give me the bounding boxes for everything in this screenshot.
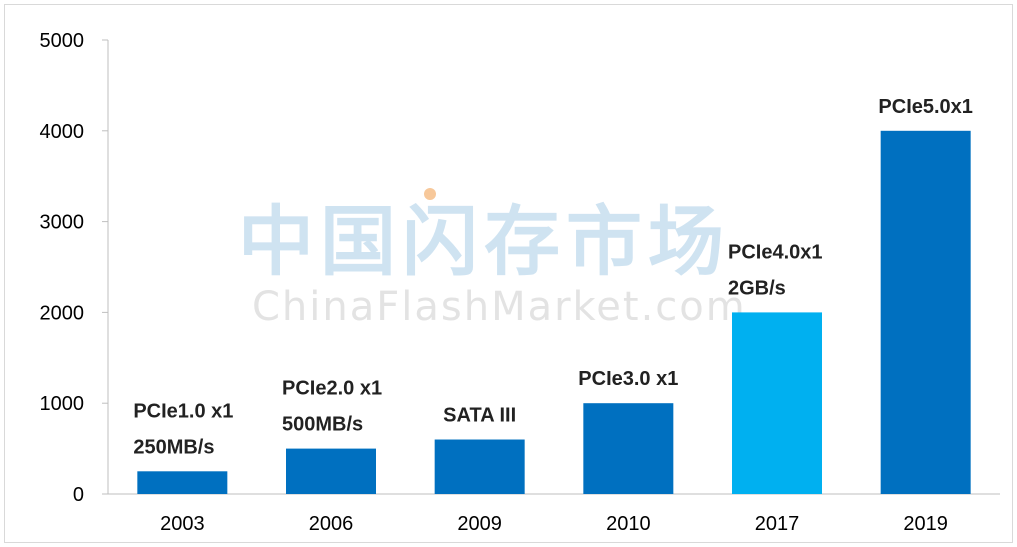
- data-label: 2GB/s: [728, 277, 786, 299]
- bar: [137, 471, 228, 494]
- watermark: 中国闪存市场 ChinaFlashMarket.com: [238, 188, 747, 330]
- bar: [583, 403, 674, 494]
- y-tick-label: 2000: [40, 302, 85, 324]
- bars: [137, 130, 971, 495]
- watermark-english: ChinaFlashMarket.com: [252, 284, 747, 330]
- data-label: PCIe2.0 x1: [282, 378, 382, 400]
- y-tick-label: 4000: [40, 121, 85, 143]
- x-tick-label: 2017: [755, 513, 800, 535]
- data-label: PCIe1.0 x1: [133, 400, 233, 422]
- x-tick-label: 2006: [309, 513, 354, 535]
- watermark-chinese: 中国闪存市场: [238, 197, 730, 286]
- x-tick-label: 2003: [160, 513, 205, 535]
- data-label: 250MB/s: [133, 436, 214, 458]
- data-label: PCIe3.0 x1: [578, 368, 678, 390]
- y-tick-label: 5000: [40, 30, 85, 52]
- watermark-dot: [424, 188, 436, 200]
- x-tick-label: 2010: [606, 513, 651, 535]
- data-label: PCIe4.0x1: [728, 241, 823, 263]
- bar: [286, 448, 376, 494]
- y-tick-label: 1000: [40, 393, 85, 415]
- bar: [880, 130, 971, 495]
- axes: 0 1000 2000 3000 4000 5000 2003 2006 2009 2010 201…: [40, 30, 1000, 535]
- y-tick-label: 0: [73, 484, 84, 506]
- data-labels: PCIe1.0 x1 250MB/s PCIe2.0 x1 500MB/s SATA I…: [133, 96, 973, 458]
- bar: [434, 439, 525, 494]
- y-tick-label: 3000: [40, 212, 85, 234]
- x-tick-label: 2019: [903, 513, 948, 535]
- x-tick-label: 2009: [457, 513, 502, 535]
- bar: [732, 312, 822, 494]
- data-label: SATA III: [443, 405, 516, 427]
- data-label: 500MB/s: [282, 414, 363, 436]
- data-label: PCIe5.0x1: [878, 96, 973, 118]
